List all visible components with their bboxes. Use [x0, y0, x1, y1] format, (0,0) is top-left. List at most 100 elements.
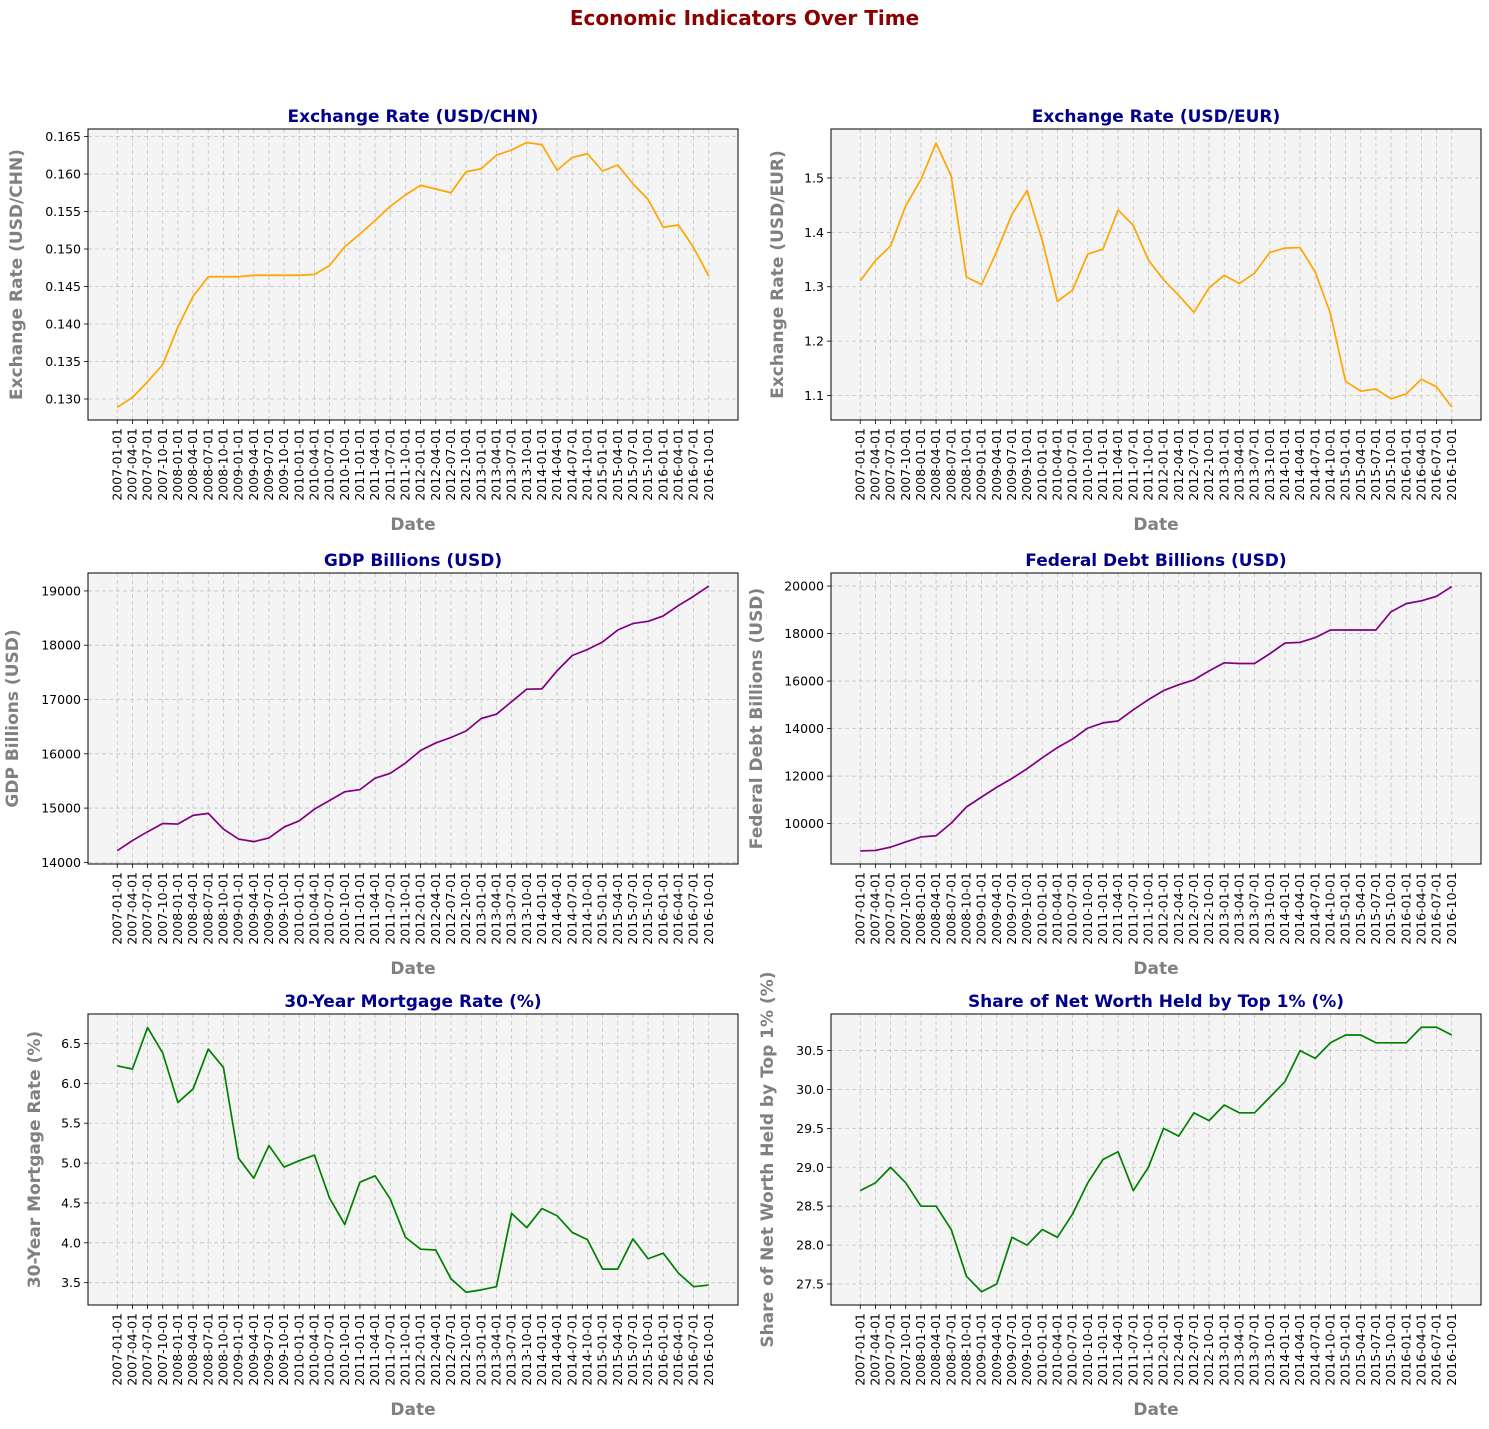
y-tick-label: 5.0: [61, 1156, 81, 1171]
x-tick-label: 2014-04-01: [1292, 428, 1307, 501]
x-axis-label: Date: [1133, 515, 1178, 535]
x-tick-label: 2011-04-01: [367, 872, 382, 945]
panel-title: GDP Billions (USD): [324, 551, 502, 571]
x-tick-label: 2011-07-01: [382, 1313, 397, 1386]
x-tick-label: 2014-10-01: [579, 1313, 594, 1386]
y-tick-label: 4.0: [61, 1235, 81, 1250]
x-tick-label: 2011-04-01: [367, 1313, 382, 1386]
series-line: [859, 1026, 1453, 1293]
chart-panel-3: 2007-01-01 2007-04-01 2007-07-01 2007-10-01…: [3, 551, 739, 979]
x-tick-label: 2010-04-01: [306, 428, 321, 501]
y-tick-label: 5.5: [61, 1116, 81, 1131]
x-tick-label: 2015-01-01: [1338, 428, 1353, 501]
x-tick-label: 2010-04-01: [1049, 1313, 1064, 1386]
y-tick-label: 17000: [41, 692, 81, 707]
x-tick-label: 2008-07-01: [200, 1313, 215, 1386]
x-tick-label: 2007-07-01: [883, 1313, 898, 1386]
y-tick-label: 1.1: [804, 388, 824, 403]
x-tick-label: 2015-04-01: [610, 428, 625, 501]
x-tick-label: 2008-04-01: [185, 872, 200, 945]
x-tick-label: 2015-04-01: [610, 1313, 625, 1386]
y-tick-label: 20000: [784, 579, 824, 594]
x-tick-label: 2008-07-01: [200, 428, 215, 501]
x-tick-label: 2011-07-01: [1125, 1313, 1140, 1386]
x-tick-label: 2008-07-01: [943, 1313, 958, 1386]
x-tick-label: 2008-01-01: [170, 872, 185, 945]
y-tick-label: 28.5: [796, 1199, 824, 1214]
x-tick-label: 2011-07-01: [382, 428, 397, 501]
plot-frame: [87, 1013, 739, 1306]
x-tick-label: 2013-01-01: [1216, 428, 1231, 501]
x-tick-label: 2012-10-01: [458, 1313, 473, 1386]
x-tick-label: 2013-07-01: [1247, 1313, 1262, 1386]
x-tick-label: 2014-07-01: [564, 872, 579, 945]
x-tick-label: 2016-07-01: [686, 1313, 701, 1386]
x-tick-label: 2012-04-01: [1171, 428, 1186, 501]
x-tick-label: 2008-10-01: [958, 1313, 973, 1386]
x-tick-label: 2015-10-01: [1383, 428, 1398, 501]
x-tick-label: 2015-04-01: [610, 872, 625, 945]
x-tick-label: 2010-10-01: [1080, 1313, 1095, 1386]
x-tick-label: 2012-10-01: [1201, 428, 1216, 501]
y-tick-label: 0.160: [45, 167, 81, 182]
x-tick-label: 2014-10-01: [579, 428, 594, 501]
x-tick-label: 2014-10-01: [1322, 872, 1337, 945]
x-tick-label: 2010-04-01: [1049, 428, 1064, 501]
y-tick-label: 3.5: [61, 1275, 81, 1290]
x-tick-label: 2015-01-01: [1338, 872, 1353, 945]
x-tick-label: 2014-10-01: [1322, 1313, 1337, 1386]
x-tick-label: 2012-10-01: [458, 872, 473, 945]
x-tick-label: 2012-07-01: [1186, 428, 1201, 501]
y-tick-label: 18000: [41, 638, 81, 653]
x-tick-label: 2014-07-01: [1307, 428, 1322, 501]
plot-frame: [830, 572, 1482, 865]
x-tick-label: 2012-01-01: [1156, 428, 1171, 501]
y-tick-label: 10000: [784, 816, 824, 831]
x-tick-label: 2016-07-01: [686, 428, 701, 501]
y-axis-label: GDP Billions (USD): [3, 629, 23, 807]
x-tick-label: 2007-07-01: [140, 872, 155, 945]
x-tick-label: 2010-10-01: [337, 428, 352, 501]
x-tick-label: 2010-07-01: [1065, 428, 1080, 501]
x-tick-label: 2014-10-01: [1322, 428, 1337, 501]
x-tick-label: 2010-01-01: [1034, 1313, 1049, 1386]
x-tick-label: 2007-07-01: [883, 428, 898, 501]
x-tick-label: 2010-01-01: [291, 1313, 306, 1386]
x-tick-label: 2013-01-01: [473, 1313, 488, 1386]
x-tick-label: 2009-07-01: [1004, 428, 1019, 501]
y-tick-label: 0.165: [45, 129, 81, 144]
x-tick-label: 2009-01-01: [231, 872, 246, 945]
x-tick-label: 2016-07-01: [1429, 428, 1444, 501]
plot-frame: [87, 572, 739, 865]
series-line: [860, 585, 1453, 852]
x-tick-label: 2007-01-01: [852, 872, 867, 945]
x-tick-label: 2016-04-01: [1413, 1313, 1428, 1386]
x-tick-label: 2007-10-01: [155, 872, 170, 945]
plot-area: [88, 129, 738, 420]
x-tick-label: 2008-07-01: [943, 428, 958, 501]
x-tick-label: 2010-07-01: [322, 428, 337, 501]
x-tick-label: 2014-07-01: [564, 428, 579, 501]
x-tick-label: 2008-07-01: [200, 872, 215, 945]
x-tick-label: 2012-04-01: [428, 428, 443, 501]
y-tick-label: 0.155: [45, 204, 81, 219]
x-tick-label: 2007-01-01: [852, 428, 867, 501]
x-tick-label: 2012-10-01: [1201, 872, 1216, 945]
x-tick-label: 2009-01-01: [974, 872, 989, 945]
x-tick-label: 2013-10-01: [519, 1313, 534, 1386]
x-tick-label: 2011-04-01: [1110, 872, 1125, 945]
x-tick-label: 2010-10-01: [1080, 428, 1095, 501]
y-tick-label: 16000: [41, 746, 81, 761]
x-tick-label: 2010-04-01: [306, 872, 321, 945]
x-tick-label: 2008-10-01: [215, 428, 230, 501]
x-tick-label: 2010-04-01: [306, 1313, 321, 1386]
x-tick-label: 2014-10-01: [579, 872, 594, 945]
x-tick-label: 2011-04-01: [367, 428, 382, 501]
y-tick-label: 15000: [41, 801, 81, 816]
x-tick-label: 2008-01-01: [913, 872, 928, 945]
x-tick-label: 2007-07-01: [140, 1313, 155, 1386]
x-tick-label: 2009-01-01: [231, 428, 246, 501]
x-tick-label: 2007-04-01: [124, 872, 139, 945]
y-axis-label: Share of Net Worth Held by Top 1% (%): [758, 971, 778, 1347]
x-tick-label: 2011-04-01: [1110, 428, 1125, 501]
